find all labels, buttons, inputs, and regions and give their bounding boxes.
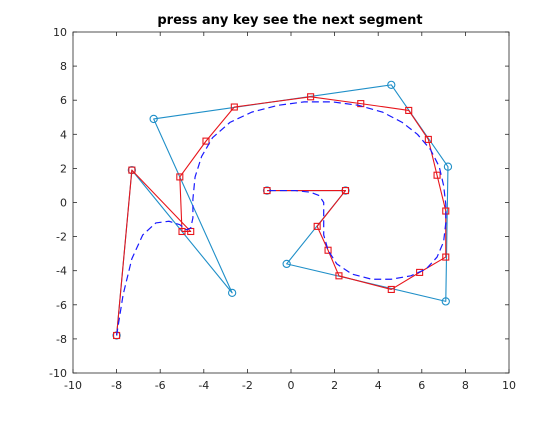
- subdivided-polygon-point-6: [230, 103, 238, 111]
- subdivided-polygon-point-1: [128, 166, 136, 174]
- control-polygon-point-7: [282, 259, 291, 269]
- series-layer: [112, 80, 453, 340]
- subdivided-polygon-point-5: [202, 137, 210, 145]
- x-tick-label-10: 10: [502, 379, 516, 392]
- x-tick-label-8: 6: [418, 379, 425, 392]
- x-tick-label-1: -8: [111, 379, 122, 392]
- curve-line: [116, 101, 447, 336]
- subdivided-polygon-point-16: [335, 272, 343, 280]
- subdivided-polygon-point-13: [442, 253, 450, 261]
- y-tick-label-0: -10: [49, 367, 67, 380]
- y-tick-label-8: 6: [60, 94, 67, 107]
- subdivided-polygon-point-9: [405, 106, 413, 114]
- control-polygon-point-4: [387, 80, 396, 90]
- y-tick-label-6: 2: [60, 162, 67, 175]
- subdivided-polygon-point-17: [324, 246, 332, 254]
- chart-title: press any key see the next segment: [157, 13, 422, 28]
- y-tick-label-2: -6: [56, 299, 67, 312]
- subdivided-polygon-point-19: [341, 187, 350, 195]
- y-tick-label-4: -2: [56, 231, 67, 244]
- y-tick-label-10: 10: [53, 26, 67, 39]
- x-tick-label-7: 4: [375, 379, 382, 392]
- control-polygon-point-6: [441, 297, 450, 306]
- control-polygon-point-3: [149, 114, 158, 124]
- x-tick-label-2: -6: [155, 379, 166, 392]
- y-tick-label-7: 4: [60, 128, 67, 141]
- x-tick-label-0: -10: [64, 379, 82, 392]
- y-tick-label-1: -8: [56, 333, 67, 346]
- subdivided-polygon-point-8: [357, 100, 365, 108]
- subdivided-polygon-point-14: [416, 268, 424, 276]
- control-polygon-point-5: [443, 162, 453, 171]
- y-tick-label-3: -4: [56, 265, 67, 278]
- axes-layer: -10 -8 -6 -4 -2 0 2 4 6 8 10 -10 -8 -6 -4 -2 0 2 4 6 8 10: [49, 26, 516, 392]
- y-tick-label-5: 0: [60, 197, 67, 210]
- x-tick-label-5: 0: [288, 379, 295, 392]
- subdivided-polygon-point-11: [433, 171, 441, 179]
- x-tick-label-6: 2: [331, 379, 338, 392]
- control-polygon-point-2: [227, 288, 237, 298]
- subdivided-polygon-point-10: [424, 135, 432, 143]
- subdivided-polygon-point-15: [387, 285, 395, 294]
- x-tick-label-4: -2: [242, 379, 253, 392]
- subdivided-polygon-point-4: [176, 173, 184, 181]
- subdivided-polygon-line: [116, 96, 447, 336]
- plot-area: [73, 32, 509, 373]
- x-tick-label-9: 8: [462, 379, 469, 392]
- y-tick-label-9: 8: [60, 60, 67, 73]
- subdivided-polygon-point-3: [178, 227, 186, 236]
- subdivided-polygon-point-18: [313, 222, 321, 230]
- subdivided-polygon-point-7: [307, 93, 315, 101]
- x-tick-label-3: -4: [198, 379, 209, 392]
